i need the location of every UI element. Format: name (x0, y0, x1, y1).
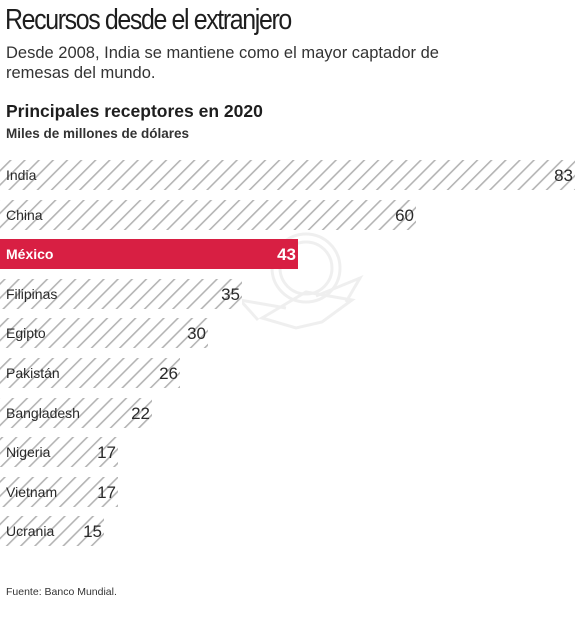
bar-india (0, 160, 575, 190)
bar-bangladesh (0, 398, 152, 428)
chart-unit-label: Miles de millones de dólares (6, 126, 190, 141)
bar-label-bangladesh: Bangladesh (6, 405, 80, 421)
chart-title-main: Recursos desde el extranjero (5, 4, 292, 36)
bar-value-ucrania: 15 (83, 522, 102, 541)
bar-vietnam (0, 477, 118, 507)
bar-egipto (0, 318, 208, 348)
bar-mexico (0, 239, 298, 269)
bar-label-mexico: México (6, 246, 53, 262)
bar-value-mexico: 43 (277, 245, 296, 264)
bar-label-filipinas: Filipinas (6, 286, 57, 302)
bar-label-india: India (6, 167, 37, 183)
bar-china (0, 200, 416, 230)
bar-value-vietnam: 17 (97, 483, 116, 502)
bar-label-egipto: Egipto (6, 325, 46, 341)
bar-value-egipto: 30 (187, 324, 206, 343)
bar-value-china: 60 (395, 206, 414, 225)
bar-pakistan (0, 358, 180, 388)
bar-value-filipinas: 35 (221, 285, 240, 304)
chart-subtitle: Desde 2008, India se mantiene como el ma… (6, 44, 439, 82)
bar-label-nigeria: Nigeria (6, 444, 51, 460)
bar-value-nigeria: 17 (97, 443, 116, 462)
bar-value-india: 83 (554, 166, 573, 185)
bar-filipinas (0, 279, 242, 309)
chart-section-title: Principales receptores en 2020 (6, 101, 263, 121)
bar-label-vietnam: Vietnam (6, 484, 57, 500)
bar-ucrania (0, 516, 104, 546)
bar-label-china: China (6, 207, 43, 223)
bar-label-ucrania: Ucrania (6, 523, 54, 539)
source-note: Fuente: Banco Mundial. (6, 586, 117, 598)
bar-nigeria (0, 437, 118, 467)
bar-value-bangladesh: 22 (131, 404, 150, 423)
bar-label-pakistan: Pakistán (6, 365, 60, 381)
bar-value-pakistan: 26 (159, 364, 178, 383)
